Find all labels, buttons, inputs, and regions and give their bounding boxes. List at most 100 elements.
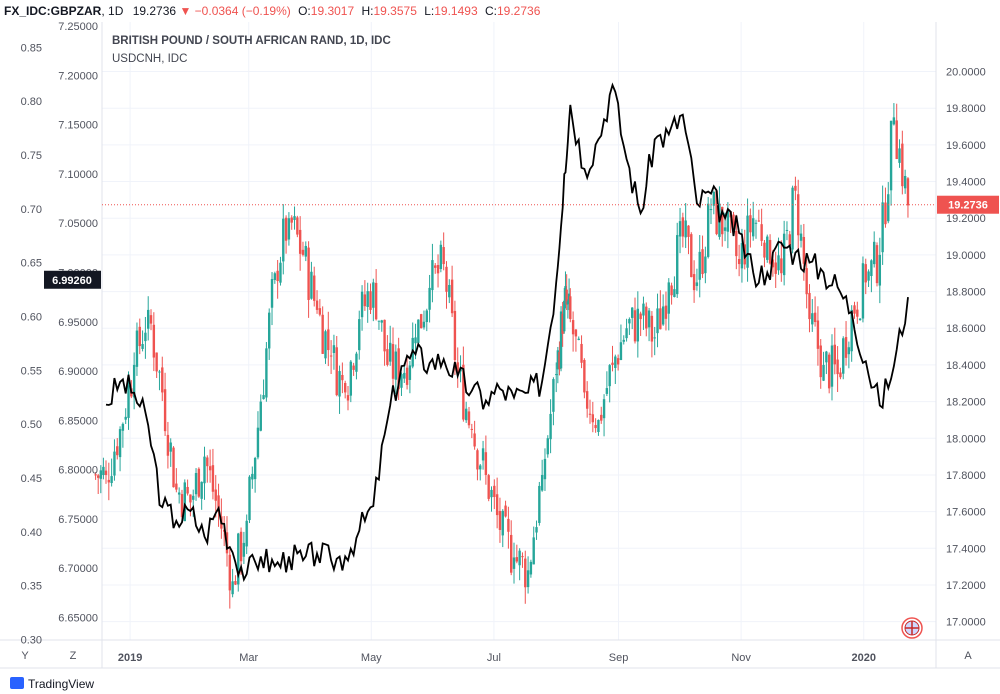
candle-body — [872, 241, 876, 265]
left-tick-label: 0.60 — [21, 312, 42, 324]
candle-body — [892, 117, 896, 125]
candle-body — [479, 465, 482, 470]
candle-body — [712, 191, 716, 206]
candle-body — [661, 306, 665, 325]
candle-body — [237, 533, 240, 585]
candle-body — [645, 306, 648, 329]
candle-body — [670, 285, 673, 296]
open-value: 19.3017 — [310, 4, 355, 18]
candle-body — [673, 289, 676, 298]
inner-tick-label: 6.65000 — [58, 613, 98, 625]
candle-body — [614, 356, 617, 368]
candle-body — [563, 300, 566, 332]
candle-body — [341, 374, 344, 381]
candle-body — [186, 486, 189, 494]
candle-body — [819, 345, 822, 378]
candle-body — [569, 296, 572, 320]
flag-icon[interactable] — [901, 617, 923, 639]
price-markers: 19.2736 6.99260 — [44, 195, 999, 289]
left-outer-axis[interactable]: 0.30 0.35 0.40 0.45 0.50 0.55 0.60 0.65 0.70 0.75… — [21, 42, 42, 646]
candle-body — [676, 235, 679, 295]
candle-body — [419, 314, 423, 329]
high-value: 19.3575 — [373, 4, 417, 18]
left-inner-axis[interactable]: 6.65000 6.70000 6.75000 6.80000 6.85000 6.900… — [58, 21, 98, 625]
candle-body — [564, 286, 567, 301]
candle-body — [380, 320, 383, 323]
candle-body — [161, 367, 164, 393]
time-axis[interactable]: 2019 Mar May Jul Sep Nov 2020 — [118, 652, 876, 664]
candle-body — [664, 305, 668, 319]
candle-body — [253, 457, 257, 480]
candle-body — [439, 244, 443, 270]
candle-body — [543, 458, 547, 480]
candle-body — [524, 558, 527, 588]
candle-body — [567, 293, 571, 303]
legend-series-usdcnh[interactable]: USDCNH, IDC — [112, 53, 188, 65]
candle-body — [270, 279, 274, 308]
candle-body — [172, 447, 175, 488]
candle-body — [180, 494, 184, 518]
candle-body — [858, 318, 862, 321]
candle-body — [470, 428, 474, 430]
candle-body — [127, 385, 130, 418]
candle-body — [147, 309, 150, 329]
candle-body — [698, 251, 701, 280]
zoom-button[interactable]: Z — [69, 650, 77, 662]
current-price-badge — [937, 195, 999, 214]
candle-body — [571, 320, 575, 335]
right-tick-label: 19.4000 — [946, 177, 986, 189]
candle-body — [552, 379, 555, 412]
candle-body — [737, 258, 741, 265]
footer: TradingView — [0, 676, 1000, 694]
candle-body — [484, 452, 488, 475]
candle-body — [740, 243, 744, 269]
candle-body — [515, 557, 519, 562]
candle-body — [630, 307, 634, 318]
candle-body — [507, 518, 510, 532]
candle-body — [97, 475, 100, 478]
candle-body — [639, 313, 642, 320]
chart-grid — [102, 22, 936, 640]
candle-body — [121, 423, 125, 431]
candle-body — [822, 364, 825, 381]
candle-body — [175, 483, 178, 490]
time-tick-label: Mar — [239, 652, 258, 664]
candle-body — [839, 372, 842, 378]
interval-label[interactable]: 1D — [108, 4, 124, 18]
candle-body — [763, 242, 766, 258]
candle-body — [853, 305, 856, 314]
log-scale-button[interactable]: Y — [21, 650, 29, 662]
auto-scale-button[interactable]: A — [964, 650, 972, 662]
candle-body — [659, 308, 662, 330]
candle-body — [110, 476, 113, 484]
candle-body — [706, 203, 710, 257]
brand-logo[interactable]: TradingView — [10, 677, 94, 691]
candle-body — [383, 319, 386, 352]
candle-body — [726, 210, 730, 232]
low-label: L: — [424, 4, 435, 18]
symbol-name[interactable]: FX_IDC:GBPZAR — [4, 4, 102, 18]
candle-body — [310, 271, 313, 299]
right-tick-label: 18.4000 — [946, 360, 986, 372]
candle-body — [166, 434, 170, 456]
right-tick-label: 17.8000 — [946, 470, 986, 482]
left-tick-label: 0.30 — [21, 635, 42, 647]
candle-body — [366, 291, 369, 307]
candle-body — [842, 338, 845, 374]
candle-body — [757, 220, 761, 222]
candle-body — [723, 227, 727, 231]
candle-body — [608, 365, 611, 387]
right-tick-label: 17.0000 — [946, 617, 986, 629]
candle-body — [844, 337, 848, 358]
candle-body — [321, 314, 324, 354]
candle-body — [636, 308, 640, 342]
right-price-axis[interactable]: 17.0000 17.2000 17.4000 17.6000 17.8000 18.00… — [946, 67, 986, 629]
candle-body — [349, 361, 353, 396]
legend-series-gbpzar[interactable]: BRITISH POUND / SOUTH AFRICAN RAND, 1D, … — [112, 35, 391, 47]
candle-body — [397, 348, 400, 390]
candle-body — [574, 329, 578, 337]
candle-body — [467, 411, 471, 426]
candle-body — [113, 451, 116, 476]
candle-body — [754, 222, 758, 224]
